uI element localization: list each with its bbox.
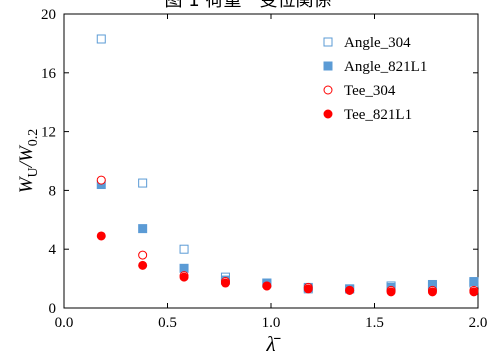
legend-label: Angle_821L1 <box>344 59 427 75</box>
data-point <box>469 287 479 297</box>
x-tick-label: 0.5 <box>158 315 177 331</box>
y-tick-label: 12 <box>41 125 56 141</box>
legend-marker <box>323 61 333 71</box>
data-point <box>179 272 189 282</box>
y-tick-label: 20 <box>41 7 56 23</box>
data-point <box>96 231 106 241</box>
series-Tee_821L1 <box>96 231 479 297</box>
data-point <box>220 278 230 288</box>
chart-title: 图 1 荷重－变位関係 <box>165 0 332 11</box>
legend-marker <box>323 85 333 95</box>
data-point <box>303 284 313 294</box>
data-point <box>96 175 106 185</box>
x-tick-label: 1.0 <box>262 315 281 331</box>
series-Tee_304 <box>96 175 479 295</box>
series-Angle_821L1 <box>96 180 479 294</box>
x-axis-label: λ̄ <box>265 332 281 356</box>
y-axis-label: WU/W0.2 <box>16 129 41 194</box>
data-point <box>138 178 148 188</box>
legend: Angle_304 Angle_821L1 Tee_304 Tee_821L1 <box>323 35 427 123</box>
legend-marker <box>323 109 333 119</box>
data-point <box>469 277 479 287</box>
legend-label: Tee_304 <box>344 83 396 99</box>
data-point <box>138 250 148 260</box>
legend-label: Tee_821L1 <box>344 107 412 123</box>
y-tick-label: 0 <box>49 301 57 317</box>
data-point <box>262 281 272 291</box>
y-tick-label: 16 <box>41 66 57 82</box>
data-point <box>345 285 355 295</box>
x-tick-label: 1.5 <box>365 315 384 331</box>
legend-marker <box>323 37 333 47</box>
x-tick-label: 2.0 <box>469 315 488 331</box>
legend-label: Angle_304 <box>344 35 411 51</box>
data-point <box>138 260 148 270</box>
data-point <box>427 287 437 297</box>
x-tick-label: 0.0 <box>55 315 74 331</box>
data-point <box>138 224 148 234</box>
y-tick-label: 8 <box>49 183 57 199</box>
y-tick-label: 4 <box>49 242 57 258</box>
data-point <box>386 287 396 297</box>
data-point <box>179 263 189 273</box>
data-point <box>179 244 189 254</box>
data-point <box>96 34 106 44</box>
